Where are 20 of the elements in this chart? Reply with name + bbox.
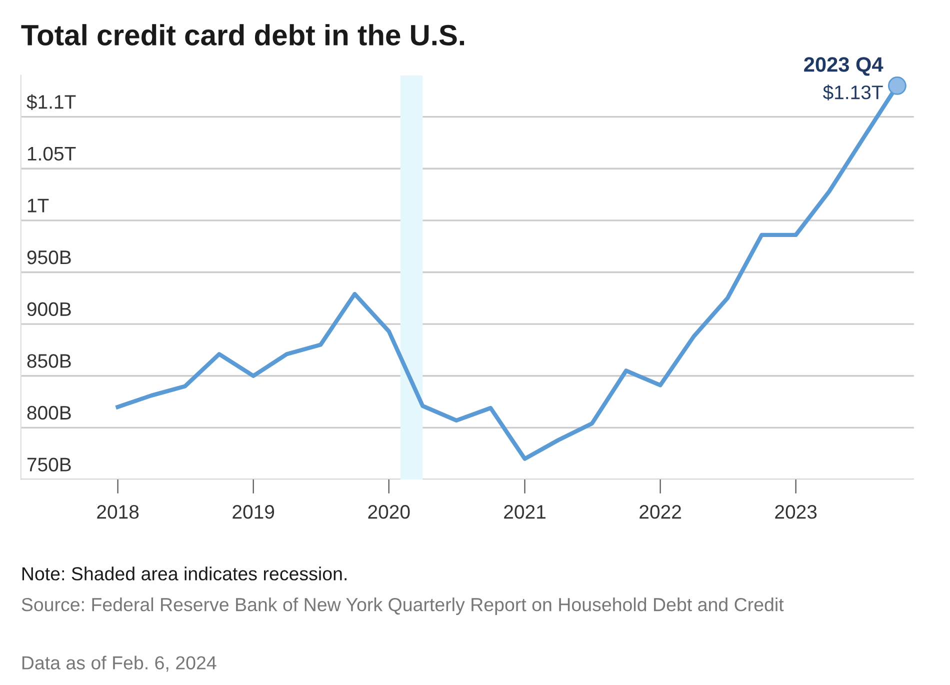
y-tick-label: 900B: [27, 302, 71, 316]
x-tick-label: 2020: [368, 505, 410, 519]
source-note: Source: Federal Reserve Bank of New York Quarterly Report on Household Debt and Credit: [22, 597, 784, 615]
y-tick-label: 1T: [28, 198, 49, 212]
y-tick-label: 850B: [27, 354, 71, 368]
y-tick-label: 1.05T: [28, 146, 76, 161]
x-tick-label: 2018: [97, 505, 139, 519]
annotation: 2023 Q4: [804, 57, 884, 76]
x-tick-label: 2019: [232, 505, 274, 519]
x-tick-label: 2022: [640, 505, 681, 519]
y-tick-label: 750B: [27, 458, 71, 472]
x-tick-label: 2021: [504, 505, 546, 519]
text: Note: Shaded area indicates recession.: [22, 566, 346, 580]
annotation: $1.13T: [822, 84, 883, 100]
chart-title: Total credit card debt in the U.S.: [21, 24, 464, 46]
x-tick-label: 2023: [775, 505, 817, 519]
y-tick-label: 950B: [27, 250, 71, 264]
text: Data as of Feb. 6, 2024: [22, 656, 216, 672]
y-tick-label: 800B: [27, 406, 71, 420]
y-tick-label: $1.1T: [26, 94, 76, 110]
